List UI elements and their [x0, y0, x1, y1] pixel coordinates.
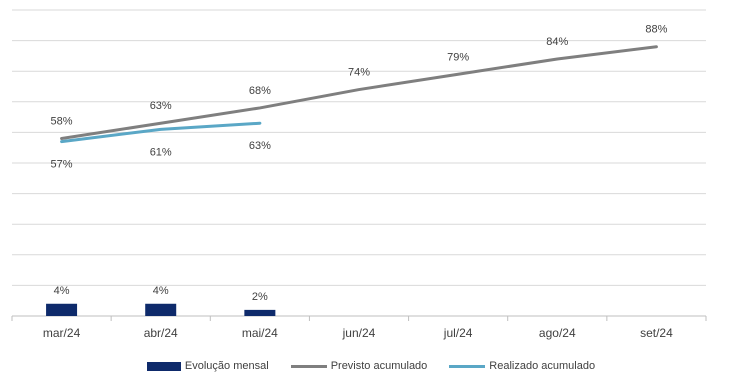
actual-line: [60, 121, 262, 144]
gridlines: [12, 9, 706, 286]
data-labels: 4% 4% 2% 58% 63% 68% 74% 79% 84% 88% 57% 61% 63%: [51, 24, 668, 303]
x-tick-label: set/24: [640, 326, 673, 340]
planned-line: [60, 45, 658, 141]
legend-label-planned: Previsto acumulado: [330, 360, 428, 372]
actual-data-label: 57%: [51, 159, 73, 171]
bar-data-label: 4%: [54, 285, 70, 297]
planned-data-label: 84%: [546, 36, 568, 48]
bar-data-label: 2%: [252, 291, 268, 303]
bar-series: [46, 303, 276, 316]
line-series: [60, 45, 658, 144]
bar: [46, 303, 78, 316]
legend-swatch-actual: [449, 364, 486, 368]
legend-item-actual: Realizado acumulado: [449, 360, 595, 372]
actual-data-label: 63%: [249, 140, 271, 152]
x-tick-label: ago/24: [539, 326, 576, 340]
legend-swatch-monthly: [146, 361, 181, 371]
x-tick-label: abr/24: [144, 326, 178, 340]
planned-data-label: 63%: [150, 100, 172, 112]
chart: mar/24 abr/24 mai/24 jun/24 jul/24 ago/24 set/…: [11, 9, 707, 340]
bar-data-label: 4%: [153, 285, 169, 297]
x-tick-label: mai/24: [242, 326, 278, 340]
planned-data-label: 88%: [645, 24, 667, 36]
planned-data-label: 79%: [447, 51, 469, 63]
legend-swatch-planned: [290, 364, 327, 368]
legend-label-actual: Realizado acumulado: [489, 360, 596, 372]
legend-label-monthly: Evolução mensal: [184, 360, 269, 372]
legend-item-planned: Previsto acumulado: [290, 360, 428, 372]
legend: Evolução mensal Previsto acumulado Reali…: [0, 357, 742, 375]
x-tick-label: mar/24: [43, 326, 81, 340]
x-tick-label: jul/24: [443, 326, 473, 340]
bar: [145, 303, 177, 316]
legend-item-monthly: Evolução mensal: [146, 360, 269, 372]
x-tick-label: jun/24: [342, 326, 376, 340]
planned-data-label: 68%: [249, 85, 271, 97]
bar: [244, 309, 276, 316]
x-axis: mar/24 abr/24 mai/24 jun/24 jul/24 ago/24 set/…: [11, 315, 707, 340]
planned-data-label: 74%: [348, 67, 370, 79]
actual-data-label: 61%: [150, 146, 172, 158]
planned-data-label: 58%: [51, 116, 73, 128]
